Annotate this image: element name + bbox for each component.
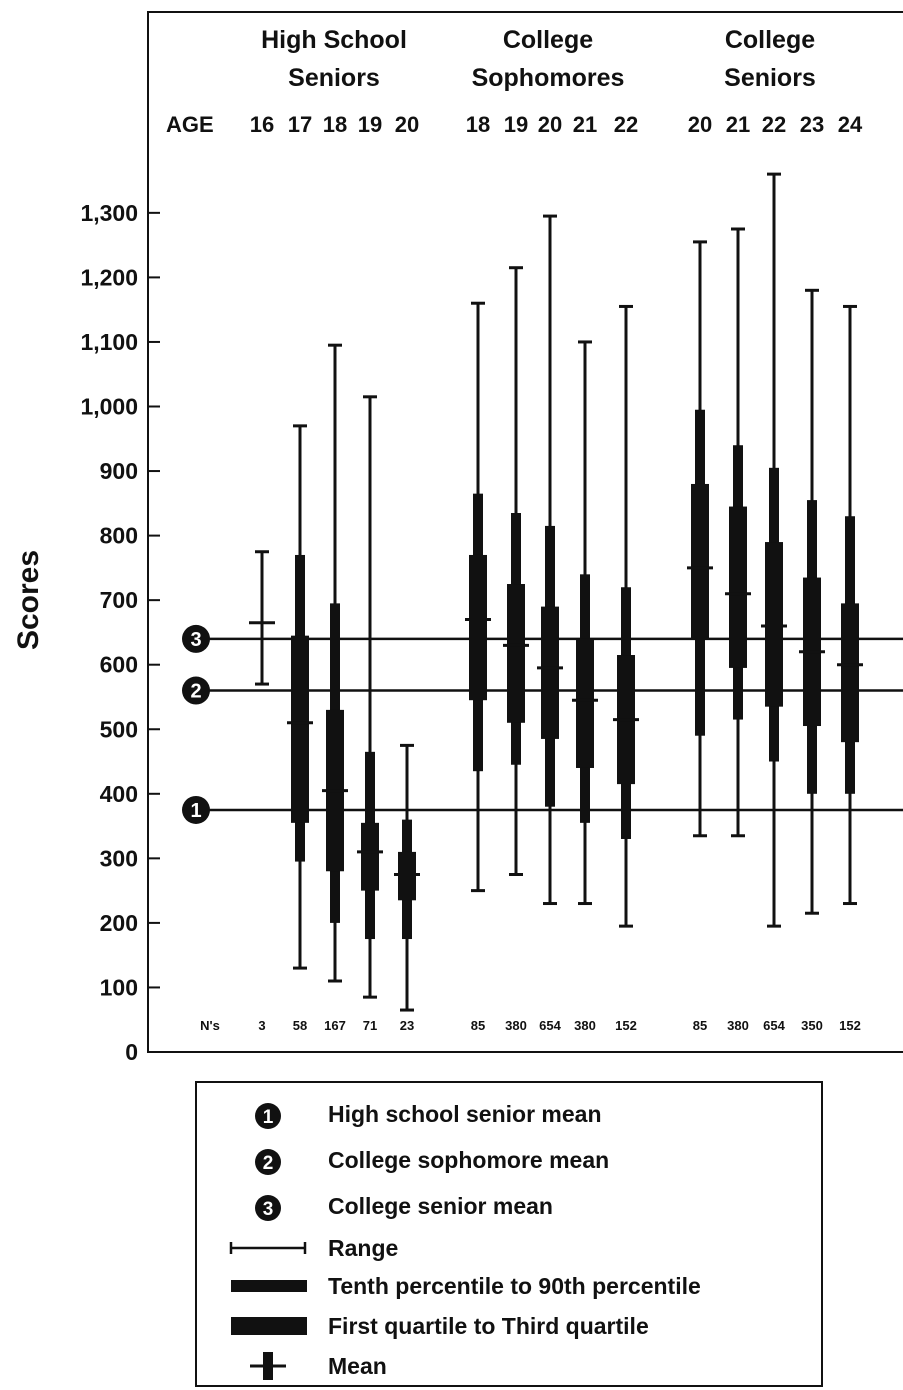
y-tick-label: 500 (100, 716, 138, 742)
y-axis-label: Scores (12, 550, 45, 650)
y-axis: 0 100 200 300 400 500 600 700 800 900 1,000 1,100 1,… (80, 200, 160, 1065)
age-tick-label: 23 (800, 112, 824, 137)
n-labels: N's 3 58 167 71 23 85 380 654 380 152 85 380 654 350 1… (200, 1018, 861, 1033)
y-tick-label: 1,200 (80, 264, 138, 290)
quartile-box (361, 822, 379, 891)
n-label: 167 (324, 1018, 346, 1033)
age-tick-label: 22 (762, 112, 786, 137)
legend-marker-number: 3 (263, 1199, 274, 1220)
n-label: 380 (505, 1018, 527, 1033)
n-label: 654 (539, 1018, 561, 1033)
legend-label: First quartile to Third quartile (328, 1313, 649, 1339)
y-tick-label: 300 (100, 845, 138, 871)
group-title: College (725, 26, 815, 54)
y-tick-label: 100 (100, 974, 138, 1000)
quartile-box (291, 635, 309, 823)
legend: 1 High school senior mean 2 College sophomo… (195, 1081, 823, 1387)
quartile-box (841, 603, 859, 743)
n-label: 350 (801, 1018, 823, 1033)
group-subtitle: Seniors (288, 64, 380, 92)
y-tick-label: 900 (100, 458, 138, 484)
age-tick-label: 18 (466, 112, 490, 137)
reference-marker-circle (182, 624, 210, 653)
box-series (249, 172, 863, 1012)
legend-marker-circle (255, 1103, 281, 1129)
group-title: High School (261, 26, 407, 54)
legend-label: Tenth percentile to 90th percentile (328, 1273, 701, 1299)
group-subtitle: Seniors (724, 64, 816, 92)
y-tick-label: 200 (100, 910, 138, 936)
age-label: AGE (166, 112, 214, 137)
group-headers: AGE High School Seniors 16 17 18 19 20 College S… (166, 26, 863, 137)
n-label: 152 (615, 1018, 637, 1033)
reference-marker-number: 1 (190, 800, 201, 822)
age-tick-label: 21 (726, 112, 750, 137)
legend-marker-circle (255, 1149, 281, 1175)
y-tick-label: 600 (100, 652, 138, 678)
legend-box (195, 1081, 823, 1387)
age-tick-label: 17 (288, 112, 312, 137)
age-tick-label: 24 (838, 112, 863, 137)
n-label: 380 (727, 1018, 749, 1033)
legend-label: Range (328, 1235, 398, 1261)
n-label: 71 (363, 1018, 377, 1033)
group-title: College (503, 26, 593, 54)
y-tick-label: 400 (100, 781, 138, 807)
y-tick-label: 1,000 (80, 394, 138, 420)
quartile-box (765, 542, 783, 707)
n-label: 85 (693, 1018, 707, 1033)
reference-marker-number: 2 (190, 681, 201, 703)
legend-label: College sophomore mean (328, 1147, 609, 1173)
y-tick-label: 1,300 (80, 200, 138, 226)
n-label: 3 (258, 1018, 265, 1033)
age-tick-label: 20 (688, 112, 712, 137)
plot-frame (147, 11, 903, 1053)
group-subtitle: Sophomores (472, 64, 625, 92)
age-tick-label: 16 (250, 112, 274, 137)
n-label: 380 (574, 1018, 596, 1033)
quartile-box (729, 506, 747, 668)
age-tick-label: 21 (573, 112, 597, 137)
n-label: 85 (471, 1018, 485, 1033)
legend-label: College senior mean (328, 1193, 553, 1219)
y-tick-label: 1,100 (80, 329, 138, 355)
quartile-box (576, 638, 594, 768)
y-tick-label: 700 (100, 587, 138, 613)
y-tick-label: 800 (100, 523, 138, 549)
legend-marker-circle (255, 1195, 281, 1221)
quartile-box (469, 554, 487, 701)
legend-marker-number: 2 (263, 1153, 274, 1174)
n-label: 58 (293, 1018, 307, 1033)
legend-percentile-symbol (231, 1280, 307, 1292)
legend-marker-number: 1 (263, 1107, 274, 1128)
reference-marker-circle (182, 676, 210, 705)
reference-marker-circle (182, 795, 210, 824)
reference-marker-number: 3 (190, 629, 201, 651)
quartile-box (541, 606, 559, 739)
age-tick-label: 22 (614, 112, 638, 137)
n-label: 152 (839, 1018, 861, 1033)
n-label-title: N's (200, 1018, 220, 1033)
age-tick-label: 18 (323, 112, 347, 137)
quartile-box (398, 851, 416, 901)
quartile-box (691, 483, 709, 639)
legend-quartile-symbol (231, 1317, 307, 1335)
age-tick-label: 20 (395, 112, 419, 137)
quartile-box (507, 584, 525, 723)
age-tick-label: 19 (504, 112, 528, 137)
age-tick-label: 20 (538, 112, 562, 137)
n-label: 23 (400, 1018, 414, 1033)
age-tick-label: 19 (358, 112, 382, 137)
n-label: 654 (763, 1018, 785, 1033)
legend-label: High school senior mean (328, 1101, 602, 1127)
y-tick-label: 0 (125, 1039, 138, 1065)
legend-label: Mean (328, 1353, 387, 1379)
